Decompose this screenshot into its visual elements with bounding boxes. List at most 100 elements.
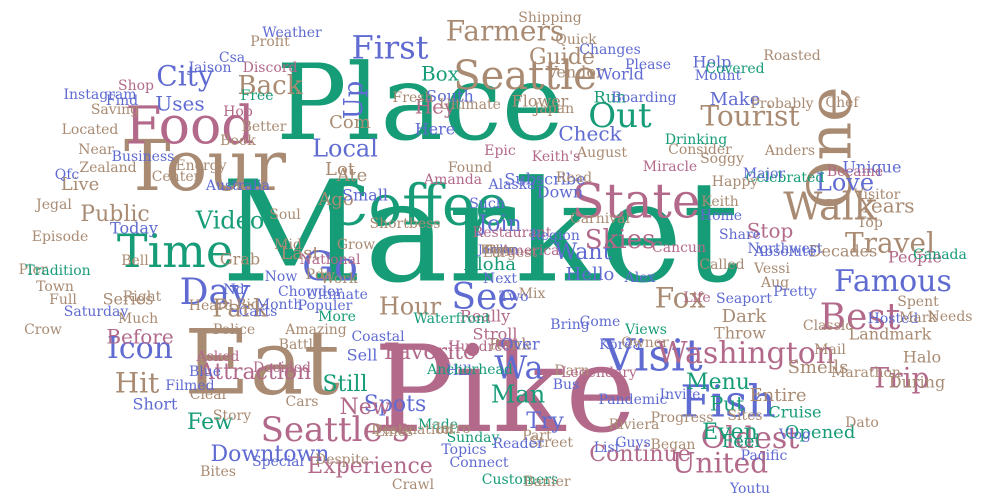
cloud-word-live-67: Live	[61, 174, 100, 195]
cloud-word-join-55: Join	[476, 212, 521, 237]
cloud-word-mix-160: Mix	[519, 286, 546, 302]
cloud-word-much-144: Much	[118, 311, 158, 327]
cloud-word-full-140: Full	[49, 292, 77, 308]
cloud-word-seattle-s-16: Seattle's	[261, 410, 410, 450]
cloud-word-legendary-210: Legendary	[561, 365, 637, 381]
cloud-word-crawl-157: Crawl	[392, 477, 435, 493]
cloud-word-progress-214: Progress	[651, 410, 714, 426]
cloud-word-video-38: Video	[195, 207, 265, 235]
cloud-word-august-192: August	[576, 145, 627, 161]
cloud-word-make-74: Make	[710, 89, 761, 110]
cloud-word-fox-56: Fox	[655, 282, 706, 315]
cloud-word-oldest-18: Oldest	[701, 421, 800, 456]
cloud-word-walk-17: Walk	[783, 185, 878, 229]
cloud-word-want-78: Want	[555, 240, 612, 265]
cloud-word-riviera-212: Riviera	[609, 417, 660, 433]
cloud-word-wa-32: Wa	[494, 349, 543, 387]
cloud-word-food-6: Food	[125, 97, 254, 157]
cloud-word-happy-245: Happy	[712, 174, 758, 190]
cloud-word-america-201: America	[499, 243, 559, 259]
cloud-word-pretty-128: Pretty	[773, 284, 817, 300]
cloud-word-here-72: Here	[415, 120, 456, 139]
cloud-word-city-22: City	[156, 60, 214, 93]
cloud-word-battle-148: Battle	[279, 337, 322, 353]
cloud-word-epic-112: Epic	[484, 143, 516, 159]
cloud-word-destination-235: Destination	[371, 422, 453, 438]
cloud-word-restaurant-199: Restaurant	[473, 225, 552, 241]
cloud-word-pda-254: Pda	[306, 267, 333, 283]
cloud-word-visit-10: Visit	[602, 331, 703, 382]
cloud-word-csa-228: Csa	[219, 50, 245, 66]
cloud-word-one-8: One	[796, 86, 866, 209]
cloud-word-even-51: Even	[702, 420, 758, 445]
cloud-word-box-58: Box	[421, 62, 460, 86]
cloud-word-clear-163: Clear	[190, 387, 229, 403]
cloud-word-help-73: Help	[693, 53, 732, 72]
cloud-word-japan-194: Japan	[532, 101, 574, 117]
cloud-word-favorite-53: Favorite	[384, 340, 476, 365]
cloud-word-tour-4: Tour	[124, 125, 286, 207]
cloud-word-near-114: Near	[78, 142, 114, 158]
cloud-word-small-107: Small	[342, 186, 388, 205]
cloud-word-go-28: Go	[302, 244, 358, 290]
cloud-word-over-100: Over	[500, 335, 540, 354]
cloud-word-attraction-52: Attraction	[198, 360, 311, 385]
cloud-word-uses-34: Uses	[155, 92, 204, 116]
cloud-word-lot-66: Lot	[325, 159, 356, 180]
cloud-word-roasted-243: Roasted	[763, 48, 820, 64]
cloud-word-up-36: Up	[339, 81, 369, 120]
cloud-word-miracle-191: Miracle	[643, 159, 697, 175]
cloud-word-chowder-110: Chowder	[278, 284, 342, 300]
cloud-word-northwest-248: Northwest	[747, 241, 822, 257]
cloud-word-book-121: Book	[220, 133, 256, 149]
cloud-word-hey-71: Hey	[415, 95, 456, 119]
cloud-word-national-221: National	[300, 252, 361, 268]
cloud-word-amazing-108: Amazing	[284, 322, 347, 338]
cloud-word-come-125: Come	[580, 314, 621, 330]
cloud-word-check-61: Check	[558, 122, 622, 146]
cloud-word-spots-43: Spots	[364, 392, 427, 417]
cloud-word-saturday-143: Saturday	[64, 304, 129, 320]
cloud-word-shipping-232: Shipping	[518, 10, 582, 26]
cloud-word-darn-209: Darn	[554, 363, 589, 379]
cloud-word-boarding-239: Boarding	[611, 90, 676, 106]
cloud-word-located-115: Located	[62, 122, 119, 138]
cloud-word-top-137: Top	[857, 215, 883, 231]
cloud-word-landmark-82: Landmark	[849, 325, 932, 344]
cloud-word-major-187: Major	[743, 166, 785, 182]
cloud-word-changes-233: Changes	[579, 42, 641, 58]
cloud-word-hop-120: Hop	[223, 104, 253, 120]
cloud-word-gke-272: Gke	[486, 243, 510, 257]
cloud-word-soul-266: Soul	[269, 207, 301, 223]
cloud-word-work-204: Work	[320, 271, 358, 287]
cloud-word-quick-184: Quick	[555, 32, 597, 48]
cloud-word-vendor-103: Vendor	[545, 63, 604, 82]
cloud-word-filmed-256: Filmed	[165, 378, 214, 394]
cloud-word-celebrated-131: Celebrated	[746, 170, 825, 186]
cloud-word-marathon-180: Marathon	[831, 365, 901, 381]
cloud-word-bell-142: Bell	[121, 253, 149, 269]
cloud-word-business-122: Business	[112, 149, 175, 165]
cloud-word-find-116: Find	[106, 93, 138, 109]
cloud-word-show-269: Show	[481, 243, 515, 257]
cloud-word-put-86: Put	[710, 392, 744, 416]
cloud-word-today-68: Today	[110, 219, 158, 238]
cloud-word-amanda-169: Amanda	[423, 172, 482, 188]
cloud-word-alex-196: Alex	[624, 270, 656, 286]
cloud-word-coastal-206: Coastal	[351, 329, 405, 345]
cloud-word-korea-178: Korea	[599, 337, 641, 353]
cloud-word-short-102: Short	[133, 395, 179, 414]
cloud-word-bites-166: Bites	[200, 464, 236, 480]
cloud-word-largest-171: Largest	[483, 245, 538, 261]
cloud-word-banier-234: Banier	[523, 474, 570, 490]
cloud-word-free-119: Free	[241, 88, 274, 104]
cloud-word-out-25: Out	[588, 96, 652, 136]
cloud-word-love-40: Love	[816, 169, 874, 197]
cloud-word-chef-190: Chef	[825, 95, 860, 111]
cloud-word-reader-217: Reader	[492, 436, 543, 452]
cloud-word-region-200: Region	[530, 228, 580, 244]
cloud-word-classic-129: Classic	[803, 318, 853, 334]
cloud-word-decades-83: Decades	[809, 242, 878, 261]
cloud-word-subscribe-97: Subscribe	[504, 170, 585, 189]
